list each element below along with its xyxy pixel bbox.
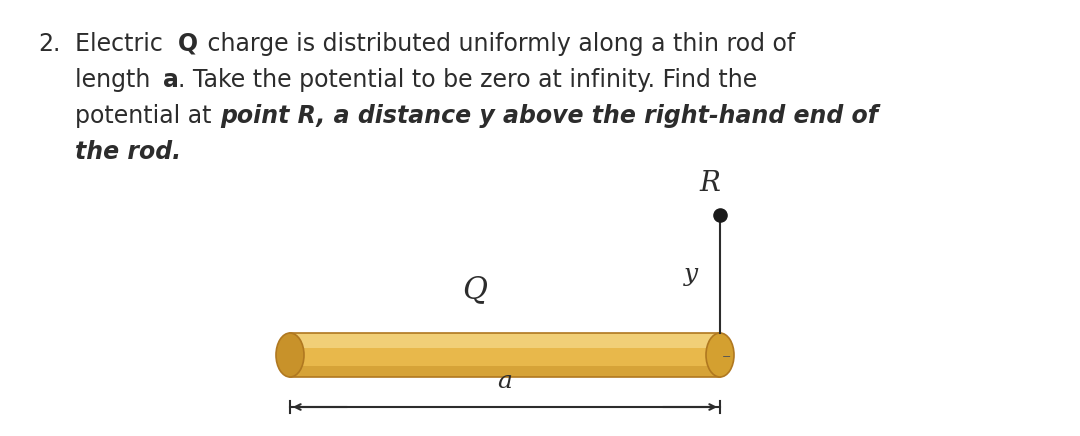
Text: Electric: Electric xyxy=(75,32,171,56)
Text: . Take the potential to be zero at infinity. Find the: . Take the potential to be zero at infin… xyxy=(178,68,757,92)
Text: 2.: 2. xyxy=(38,32,60,56)
Text: R: R xyxy=(700,170,720,197)
Text: length: length xyxy=(75,68,158,92)
Text: y: y xyxy=(684,262,698,286)
Text: a: a xyxy=(498,370,512,393)
Polygon shape xyxy=(291,366,720,377)
Ellipse shape xyxy=(276,333,303,377)
Text: charge is distributed uniformly along a thin rod of: charge is distributed uniformly along a … xyxy=(200,32,795,56)
Text: −: − xyxy=(723,352,731,362)
Text: Q: Q xyxy=(178,32,198,56)
Text: a: a xyxy=(163,68,179,92)
Polygon shape xyxy=(291,333,720,348)
Text: Q: Q xyxy=(462,274,487,305)
Text: point R, a distance y above the right-hand end of: point R, a distance y above the right-ha… xyxy=(220,104,878,128)
Point xyxy=(712,211,729,218)
Text: potential at: potential at xyxy=(75,104,219,128)
Ellipse shape xyxy=(706,333,734,377)
Text: the rod.: the rod. xyxy=(75,140,181,164)
Polygon shape xyxy=(291,333,720,377)
